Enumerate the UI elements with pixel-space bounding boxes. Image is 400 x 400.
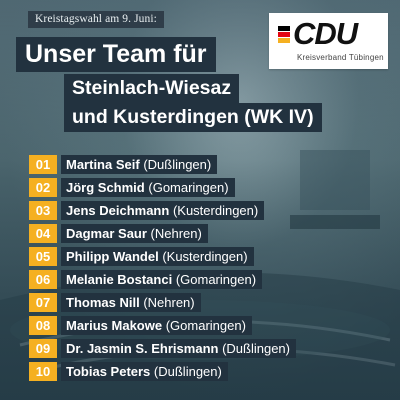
candidate-name: Dagmar Saur — [66, 226, 147, 241]
candidate-place: (Kusterdingen) — [172, 203, 259, 218]
candidate-row: 08 Marius Makowe (Gomaringen) — [29, 316, 252, 335]
candidate-number-badge: 08 — [29, 316, 57, 335]
candidate-place: (Nehren) — [150, 226, 202, 241]
candidate-label: Philipp Wandel (Kusterdingen) — [61, 247, 254, 266]
flag-stripes-icon — [278, 26, 290, 44]
candidate-label: Martina Seif (Dußlingen) — [61, 155, 218, 174]
candidate-place: (Kusterdingen) — [162, 249, 248, 264]
candidate-row: 10 Tobias Peters (Dußlingen) — [29, 362, 228, 381]
candidate-place: (Gomaringen) — [148, 180, 229, 195]
candidate-number-badge: 05 — [29, 247, 57, 266]
candidate-place: (Nehren) — [143, 295, 195, 310]
candidate-name: Dr. Jasmin S. Ehrismann — [66, 341, 219, 356]
candidate-name: Tobias Peters — [66, 364, 151, 379]
candidate-place: (Gomaringen) — [175, 272, 257, 287]
candidate-name: Philipp Wandel — [66, 249, 159, 264]
candidate-label: Jens Deichmann (Kusterdingen) — [61, 201, 265, 220]
candidate-number-badge: 10 — [29, 362, 57, 381]
cdu-logo: CDU Kreisverband Tübingen — [269, 13, 388, 69]
candidate-name: Martina Seif — [66, 157, 140, 172]
candidate-number-badge: 06 — [29, 270, 57, 289]
election-date-subtitle: Kreistagswahl am 9. Juni: — [28, 11, 164, 28]
candidate-row: 04 Dagmar Saur (Nehren) — [29, 224, 208, 243]
candidate-label: Dagmar Saur (Nehren) — [61, 224, 208, 243]
candidate-number-badge: 02 — [29, 178, 57, 197]
candidate-name: Melanie Bostanci — [66, 272, 173, 287]
candidate-row: 01 Martina Seif (Dußlingen) — [29, 155, 218, 174]
candidate-row: 09 Dr. Jasmin S. Ehrismann (Dußlingen) — [29, 339, 296, 358]
candidate-label: Melanie Bostanci (Gomaringen) — [61, 270, 263, 289]
candidate-number-badge: 01 — [29, 155, 57, 174]
headline-line-2: Steinlach-Wiesaz — [64, 74, 240, 103]
candidate-row: 07 Thomas Nill (Nehren) — [29, 293, 201, 312]
candidate-place: (Dußlingen) — [143, 157, 212, 172]
candidate-row: 03 Jens Deichmann (Kusterdingen) — [29, 201, 265, 220]
candidate-place: (Gomaringen) — [165, 318, 246, 333]
candidate-number-badge: 07 — [29, 293, 57, 312]
candidate-place: (Dußlingen) — [153, 364, 222, 379]
candidate-place: (Dußlingen) — [222, 341, 290, 356]
candidate-name: Marius Makowe — [66, 318, 163, 333]
logo-wordmark: CDU — [293, 16, 358, 51]
candidate-label: Marius Makowe (Gomaringen) — [61, 316, 252, 335]
candidate-number-badge: 09 — [29, 339, 57, 358]
candidate-number-badge: 04 — [29, 224, 57, 243]
candidate-name: Jens Deichmann — [66, 203, 170, 218]
candidate-name: Thomas Nill — [66, 295, 140, 310]
headline-line-3: und Kusterdingen (WK IV) — [64, 103, 322, 132]
candidate-label: Dr. Jasmin S. Ehrismann (Dußlingen) — [61, 339, 296, 358]
candidate-label: Tobias Peters (Dußlingen) — [61, 362, 228, 381]
candidate-row: 02 Jörg Schmid (Gomaringen) — [29, 178, 235, 197]
candidate-row: 05 Philipp Wandel (Kusterdingen) — [29, 247, 254, 266]
candidate-label: Jörg Schmid (Gomaringen) — [61, 178, 235, 197]
candidate-number-badge: 03 — [29, 201, 57, 220]
headline-line-1: Unser Team für — [16, 37, 216, 72]
logo-subtext: Kreisverband Tübingen — [297, 53, 384, 62]
candidate-label: Thomas Nill (Nehren) — [61, 293, 201, 312]
candidate-name: Jörg Schmid — [66, 180, 145, 195]
candidate-row: 06 Melanie Bostanci (Gomaringen) — [29, 270, 263, 289]
